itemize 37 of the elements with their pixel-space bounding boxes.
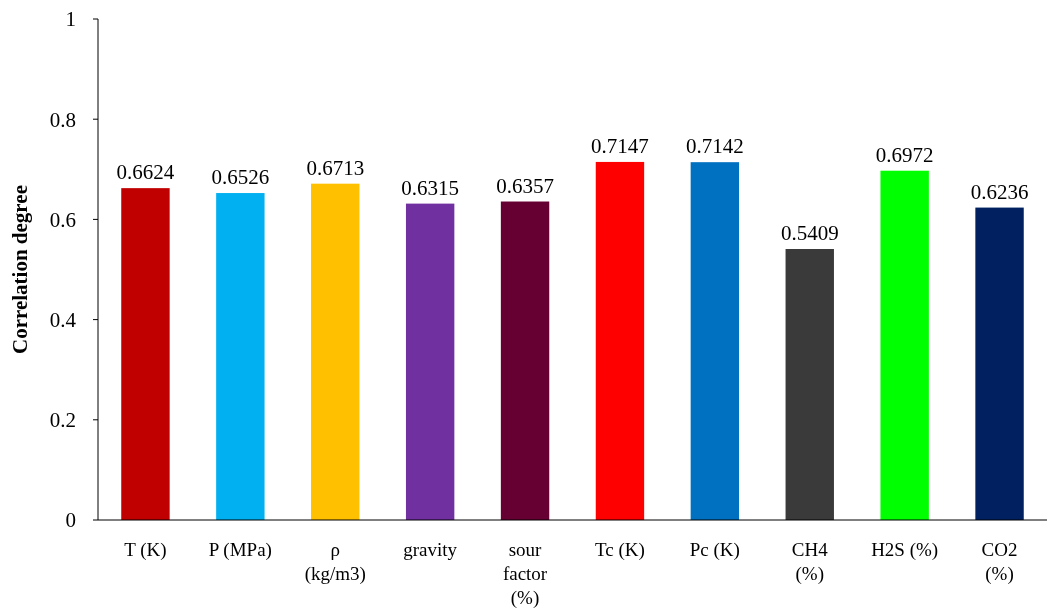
data-label: 0.6236 <box>970 179 1029 204</box>
data-label: 0.6972 <box>875 142 934 167</box>
data-label: 0.6713 <box>306 155 365 180</box>
data-label: 0.6315 <box>401 175 460 200</box>
x-tick-label: T (K) <box>124 539 167 561</box>
bar <box>121 188 170 520</box>
x-tick-label: Pc (K) <box>689 539 740 561</box>
x-tick-label: ρ (kg/m3) <box>304 539 366 585</box>
data-label: 0.6526 <box>211 165 270 190</box>
x-tick-label: CO2 (%) <box>981 539 1018 585</box>
x-tick-label: P (MPa) <box>208 539 272 561</box>
y-tick-label: 0.2 <box>49 408 76 433</box>
bar <box>216 193 265 520</box>
x-tick-label: gravity <box>403 539 458 560</box>
data-label: 0.6624 <box>116 160 175 185</box>
y-tick-label: 1 <box>65 7 76 32</box>
data-label: 0.7147 <box>591 133 649 158</box>
data-label: 0.7142 <box>685 134 744 159</box>
data-label: 0.6357 <box>496 173 554 198</box>
bar <box>690 162 740 520</box>
y-tick-label: 0 <box>65 508 76 533</box>
x-tick-label: H2S (%) <box>871 539 939 561</box>
y-tick-label: 0.4 <box>49 307 77 332</box>
y-tick-label: 0.8 <box>49 107 76 132</box>
x-tick-label: CH4 (%) <box>791 539 829 585</box>
bar <box>311 183 360 520</box>
data-label: 0.5409 <box>780 221 839 246</box>
bar <box>975 207 1024 520</box>
x-tick-label: Tc (K) <box>595 539 645 561</box>
bar <box>595 161 645 520</box>
y-axis-title: Correlation degree <box>8 185 32 354</box>
bar <box>880 170 929 520</box>
y-tick-label: 0.6 <box>49 207 76 232</box>
bar <box>500 201 550 520</box>
bar <box>405 203 455 520</box>
bar <box>785 249 834 520</box>
x-tick-label: sour factor (%) <box>502 539 548 609</box>
